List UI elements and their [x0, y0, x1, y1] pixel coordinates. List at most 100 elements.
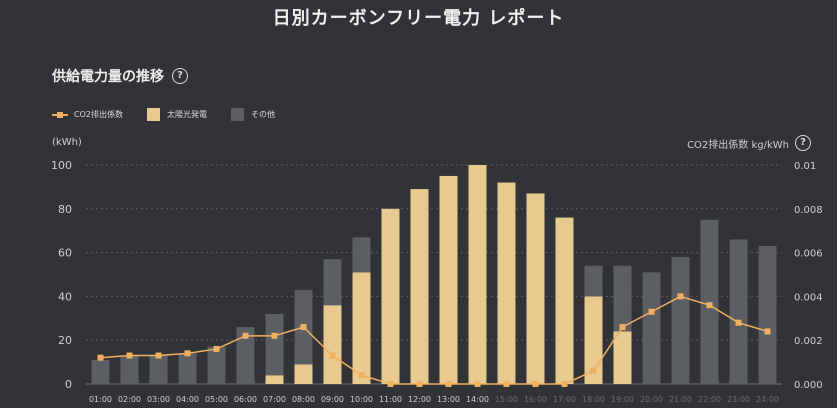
legend-item-other[interactable]: その他: [230, 108, 275, 121]
co2-point: [532, 381, 539, 387]
co2-point: [619, 324, 626, 331]
bar-solar: [439, 175, 458, 384]
bar-solar: [584, 296, 603, 384]
bar-other: [352, 237, 371, 273]
bar-other: [120, 355, 139, 384]
legend-item-solar[interactable]: 太陽光発電: [146, 108, 207, 121]
x-tick-label: 13:00: [437, 395, 460, 404]
co2-point: [474, 381, 481, 387]
bar-solar: [352, 272, 371, 384]
y-tick-label: 100: [51, 159, 72, 172]
x-tick-label: 15:00: [495, 395, 518, 404]
bar-solar: [381, 208, 400, 384]
x-tick-label: 21:00: [669, 395, 692, 404]
bar-other: [700, 219, 719, 384]
bar-solar: [497, 182, 516, 384]
co2-point: [648, 308, 655, 315]
co2-point: [126, 352, 133, 359]
co2-point: [735, 319, 742, 326]
bar-solar: [410, 189, 429, 384]
x-tick-label: 05:00: [205, 395, 228, 404]
x-tick-label: 01:00: [89, 395, 112, 404]
x-tick-label: 08:00: [292, 395, 315, 404]
x-tick-label: 20:00: [640, 395, 663, 404]
x-tick-label: 07:00: [263, 395, 286, 404]
x-tick-label: 02:00: [118, 395, 141, 404]
bar-solar: [526, 193, 545, 384]
co2-point: [97, 354, 104, 361]
legend-item-co2[interactable]: CO2排出係数: [52, 109, 123, 120]
co2-point: [590, 367, 597, 374]
bar-other: [207, 346, 226, 384]
legend-label-other: その他: [250, 110, 275, 119]
x-tick-label: 18:00: [582, 395, 605, 404]
co2-point: [300, 324, 307, 331]
bar-other: [265, 313, 284, 376]
section-heading: 供給電力量の推移 ?: [52, 66, 188, 86]
bar-other: [149, 355, 168, 384]
bar-solar: [294, 364, 313, 384]
left-axis-label: (kWh): [52, 137, 82, 148]
bar-other: [91, 359, 110, 384]
co2-point: [561, 381, 568, 387]
bar-other: [671, 256, 690, 384]
x-tick-label: 14:00: [466, 395, 489, 404]
co2-point: [416, 381, 423, 387]
x-tick-label: 12:00: [408, 395, 431, 404]
x-tick-label: 09:00: [321, 395, 344, 404]
legend-label-solar: 太陽光発電: [166, 110, 207, 119]
legend-swatch-solar: [146, 108, 160, 121]
x-tick-label: 04:00: [176, 395, 199, 404]
legend-swatch-other: [230, 108, 244, 121]
x-tick-label: 23:00: [727, 395, 750, 404]
bar-other: [178, 353, 197, 384]
y2-tick-label: 0.01: [794, 161, 816, 172]
bar-other: [758, 246, 777, 384]
co2-point: [358, 372, 365, 379]
bar-other: [236, 327, 255, 384]
y2-tick-label: 0.002: [794, 336, 823, 347]
co2-point: [503, 381, 510, 387]
co2-point: [242, 332, 249, 339]
help-icon-right[interactable]: ?: [795, 135, 811, 151]
bar-solar: [468, 165, 487, 384]
bar-other: [729, 239, 748, 384]
bar-solar: [555, 217, 574, 384]
x-tick-label: 03:00: [147, 395, 170, 404]
y2-tick-label: 0.008: [794, 205, 823, 216]
y2-tick-label: 0.004: [794, 292, 823, 303]
co2-point: [764, 328, 771, 335]
y-tick-label: 20: [58, 334, 72, 347]
bar-other: [613, 265, 632, 332]
x-tick-label: 19:00: [611, 395, 634, 404]
x-tick-label: 10:00: [350, 395, 373, 404]
co2-point: [184, 350, 191, 357]
y-tick-label: 40: [58, 290, 72, 303]
right-axis-label: CO2排出係数 kg/kWh: [687, 139, 789, 151]
co2-point: [387, 381, 394, 387]
x-tick-label: 17:00: [553, 395, 576, 404]
y-tick-label: 60: [58, 247, 72, 260]
x-tick-label: 24:00: [756, 395, 779, 404]
y2-tick-label: 0.000: [794, 380, 823, 391]
co2-point: [271, 332, 278, 339]
bar-other: [584, 265, 603, 297]
bar-solar: [613, 331, 632, 384]
help-icon[interactable]: ?: [172, 68, 188, 84]
y2-tick-label: 0.006: [794, 249, 823, 260]
y-tick-label: 80: [58, 203, 72, 216]
bar-solar: [323, 305, 342, 384]
co2-point: [213, 345, 220, 352]
co2-point: [677, 293, 684, 300]
x-tick-label: 16:00: [524, 395, 547, 404]
legend-label-co2: CO2排出係数: [74, 110, 123, 119]
x-tick-label: 22:00: [698, 395, 721, 404]
y-tick-label: 0: [65, 378, 72, 391]
co2-point: [445, 381, 452, 387]
bar-solar: [265, 375, 284, 384]
x-tick-label: 11:00: [379, 395, 402, 404]
section-title: 供給電力量の推移: [52, 69, 164, 85]
report-title: 日別カーボンフリー電力 レポート: [272, 8, 565, 29]
